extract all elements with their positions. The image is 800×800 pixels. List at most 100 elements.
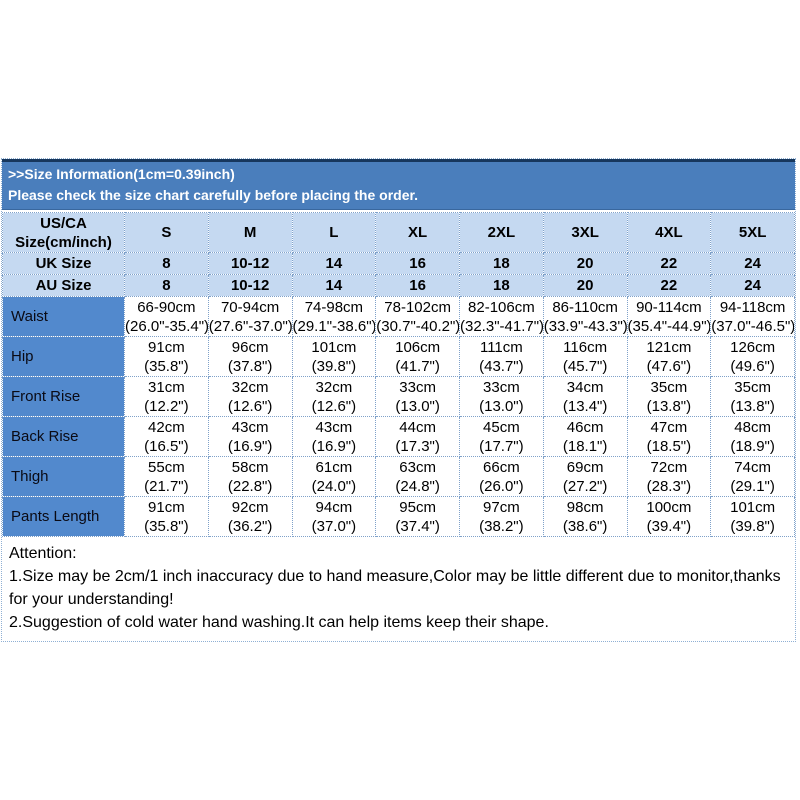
size-col-header: L	[291, 212, 377, 253]
size-value-cell: 16	[375, 252, 460, 275]
size-value-cell: 24	[710, 252, 795, 275]
size-table-body: US/CA Size(cm/inch) S M L XL 2XL 3XL 4XL 5XL UK…	[2, 212, 795, 537]
value-cm: 121cm	[646, 338, 692, 356]
value-inch: (45.7")	[562, 357, 608, 375]
attention-line-2: 2.Suggestion of cold water hand washing.…	[9, 614, 549, 631]
corner-label-line2: Size(cm/inch)	[15, 233, 112, 251]
uk-size-row: UK Size 8 10-12 14 16 18 20 22 24	[2, 252, 795, 275]
value-cm: 32cm	[315, 378, 353, 396]
value-inch: (28.3")	[646, 477, 692, 495]
value-inch: (35.4"-44.9")	[627, 317, 711, 335]
value-cm: 32cm	[231, 378, 269, 396]
size-col-header: S	[124, 212, 209, 253]
value-inch: (13.4")	[562, 397, 608, 415]
value-inch: (39.8")	[311, 357, 357, 375]
value-inch: (35.8")	[144, 517, 189, 535]
value-cm: 94cm	[315, 498, 353, 516]
value-inch: (12.6")	[311, 397, 357, 415]
measure-value-cell: 86-110cm (33.9"-43.3")	[542, 296, 628, 337]
value-cm: 92cm	[231, 498, 269, 516]
value-inch: (37.8")	[227, 357, 273, 375]
value-inch: (33.9"-43.3")	[543, 317, 627, 335]
measure-value-cell: 31cm (12.2")	[124, 376, 209, 417]
size-value-cell: 14	[291, 274, 377, 297]
measure-value-cell: 55cm (21.7")	[124, 456, 209, 497]
value-cm: 35cm	[650, 378, 688, 396]
value-inch: (36.2")	[227, 517, 273, 535]
value-cm: 86-110cm	[552, 298, 618, 316]
value-cm: 74-98cm	[304, 298, 364, 316]
measure-value-cell: 98cm (38.6")	[542, 496, 628, 537]
size-col-header: 4XL	[626, 212, 712, 253]
value-cm: 101cm	[730, 498, 776, 516]
size-value-cell: 10-12	[207, 274, 293, 297]
value-cm: 58cm	[231, 458, 269, 476]
value-inch: (37.0"-46.5")	[711, 317, 795, 335]
uk-size-label: UK Size	[2, 252, 125, 275]
value-cm: 126cm	[730, 338, 776, 356]
measure-value-cell: 32cm (12.6")	[291, 376, 377, 417]
measure-value-cell: 46cm (18.1")	[542, 416, 628, 457]
measure-value-cell: 126cm (49.6")	[710, 336, 795, 377]
value-inch: (41.7")	[395, 357, 440, 375]
value-inch: (17.3")	[395, 437, 440, 455]
value-inch: (37.4")	[395, 517, 440, 535]
measure-value-cell: 94-118cm (37.0"-46.5")	[710, 296, 795, 337]
value-cm: 116cm	[563, 338, 608, 356]
size-value-cell: 22	[626, 274, 712, 297]
measure-value-cell: 101cm (39.8")	[291, 336, 377, 377]
size-value-cell: 18	[459, 274, 544, 297]
value-inch: (13.8")	[646, 397, 692, 415]
measure-row: Pants Length 91cm (35.8") 92cm (36.2") 94cm (3…	[2, 496, 795, 537]
value-cm: 72cm	[650, 458, 688, 476]
measure-value-cell: 92cm (36.2")	[207, 496, 293, 537]
value-inch: (38.6")	[562, 517, 608, 535]
value-inch: (13.8")	[730, 397, 775, 415]
value-cm: 91cm	[148, 338, 185, 356]
value-inch: (26.0")	[479, 477, 524, 495]
value-inch: (16.9")	[311, 437, 357, 455]
measure-row: Hip 91cm (35.8") 96cm (37.8") 101cm (39.8") 106…	[2, 336, 795, 377]
measure-value-cell: 100cm (39.4")	[626, 496, 712, 537]
measure-row: Thigh 55cm (21.7") 58cm (22.8") 61cm (24.0") 63…	[2, 456, 795, 497]
value-inch: (13.0")	[479, 397, 524, 415]
value-inch: (43.7")	[479, 357, 524, 375]
value-cm: 33cm	[399, 378, 436, 396]
measure-value-cell: 48cm (18.9")	[710, 416, 795, 457]
measure-value-cell: 66-90cm (26.0"-35.4")	[124, 296, 209, 337]
size-value-cell: 20	[542, 252, 628, 275]
size-value-cell: 24	[710, 274, 795, 297]
value-cm: 46cm	[566, 418, 604, 436]
value-inch: (18.1")	[562, 437, 608, 455]
size-info-title: >>Size Information(1cm=0.39inch)	[8, 166, 235, 182]
corner-cell: US/CA Size(cm/inch)	[2, 212, 125, 253]
value-inch: (30.7"-40.2")	[376, 317, 460, 335]
value-cm: 31cm	[148, 378, 185, 396]
measure-value-cell: 111cm (43.7")	[459, 336, 544, 377]
size-value-cell: 10-12	[207, 252, 293, 275]
value-inch: (37.0")	[311, 517, 357, 535]
measure-value-cell: 44cm (17.3")	[375, 416, 460, 457]
size-col-header: XL	[375, 212, 460, 253]
measure-value-cell: 32cm (12.6")	[207, 376, 293, 417]
measure-value-cell: 95cm (37.4")	[375, 496, 460, 537]
size-value-cell: 22	[626, 252, 712, 275]
attention-line-1: 1.Size may be 2cm/1 inch inaccuracy due …	[9, 568, 781, 608]
measure-value-cell: 101cm (39.8")	[710, 496, 795, 537]
size-value-cell: 18	[459, 252, 544, 275]
value-cm: 33cm	[483, 378, 520, 396]
value-cm: 97cm	[483, 498, 520, 516]
value-inch: (16.5")	[144, 437, 189, 455]
value-cm: 95cm	[399, 498, 436, 516]
au-size-row: AU Size 8 10-12 14 16 18 20 22 24	[2, 274, 795, 297]
measure-label: Thigh	[2, 456, 125, 497]
size-chart-panel: >>Size Information(1cm=0.39inch) Please …	[1, 158, 796, 642]
measure-label: Pants Length	[2, 496, 125, 537]
value-cm: 63cm	[399, 458, 436, 476]
measure-value-cell: 121cm (47.6")	[626, 336, 712, 377]
value-cm: 43cm	[315, 418, 353, 436]
size-info-subtitle: Please check the size chart carefully be…	[8, 187, 419, 203]
value-cm: 48cm	[734, 418, 771, 436]
value-inch: (18.5")	[646, 437, 692, 455]
value-inch: (21.7")	[144, 477, 189, 495]
